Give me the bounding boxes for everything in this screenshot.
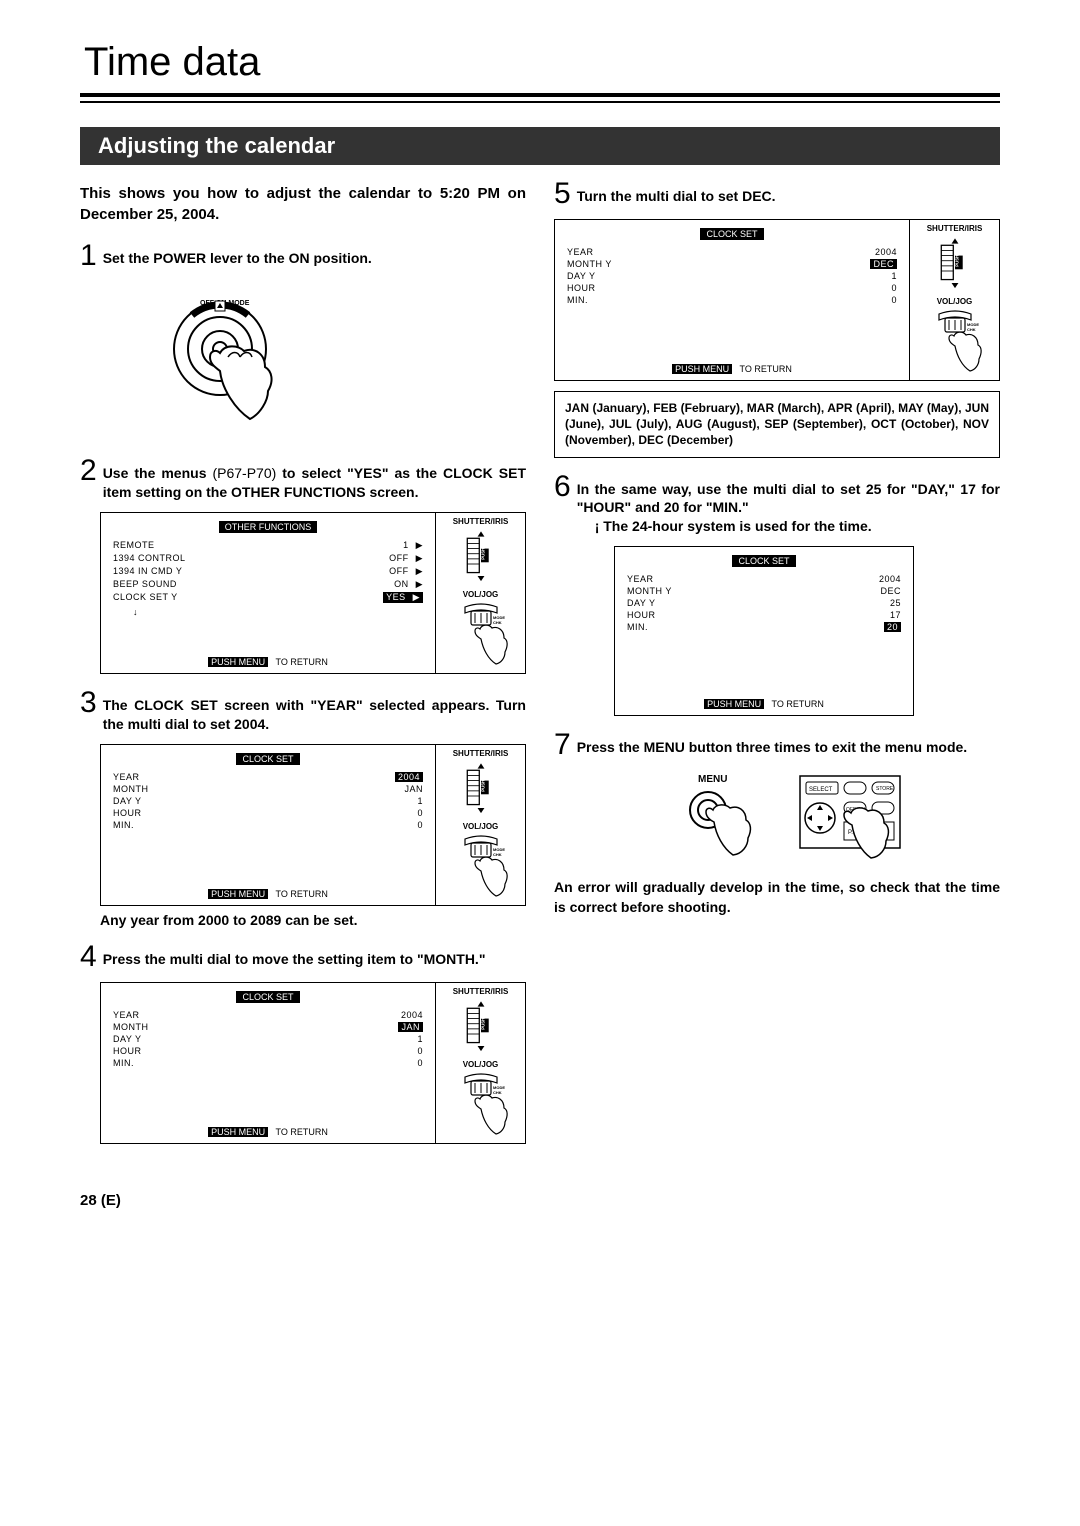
- svg-text:PUSH: PUSH: [480, 1017, 485, 1029]
- other-functions-screen-figure: OTHER FUNCTIONSREMOTE 1 ▶1394 CONTROL OF…: [100, 512, 526, 674]
- clock-set-year-figure: CLOCK SETYEAR 2004MONTH JANDAY Y 1HOUR 0…: [100, 744, 526, 906]
- svg-text:CHK: CHK: [967, 327, 976, 332]
- step-4: 4 Press the multi dial to move the setti…: [80, 946, 526, 1144]
- step-text: Press the MENU button three times to exi…: [577, 734, 1000, 757]
- time-drift-warning: An error will gradually develop in the t…: [554, 878, 1000, 917]
- step-text: Use the menus (P67-P70) to select "YES" …: [103, 460, 526, 502]
- step-number: 3: [80, 688, 97, 718]
- power-lever-illustration: OFF ON MODE: [140, 279, 340, 429]
- step-6: 6 In the same way, use the multi dial to…: [554, 476, 1000, 717]
- month-abbreviations-box: JAN (January), FEB (February), MAR (Marc…: [554, 391, 1000, 458]
- step-text: Turn the multi dial to set DEC.: [577, 183, 1000, 206]
- step-7: 7 Press the MENU button three times to e…: [554, 734, 1000, 860]
- control-panel-illustration: SELECT STORE OFF/ON P.B.DIGITAL: [796, 770, 906, 860]
- step-number: 1: [80, 241, 97, 271]
- page-number: 28 (E): [80, 1192, 1000, 1209]
- step-3: 3 The CLOCK SET screen with "YEAR" selec…: [80, 692, 526, 928]
- step-1: 1 Set the POWER lever to the ON position…: [80, 245, 526, 442]
- clock-set-dec-figure: CLOCK SETYEAR 2004MONTH Y DECDAY Y 1HOUR…: [554, 219, 1000, 381]
- svg-text:CHK: CHK: [493, 620, 502, 625]
- step-number: 4: [80, 942, 97, 972]
- step-text: Press the multi dial to move the setting…: [103, 946, 526, 969]
- title-rule: [80, 93, 1000, 103]
- step-number: 5: [554, 179, 571, 209]
- svg-text:CHK: CHK: [493, 852, 502, 857]
- step-text: In the same way, use the multi dial to s…: [577, 476, 1000, 537]
- step-text: Set the POWER lever to the ON position.: [103, 245, 526, 268]
- clock-set-min-figure: CLOCK SETYEAR 2004MONTH Y DECDAY Y 25HOU…: [614, 546, 914, 716]
- step-number: 2: [80, 456, 97, 486]
- svg-text:PUSH: PUSH: [480, 779, 485, 791]
- step-2: 2 Use the menus (P67-P70) to select "YES…: [80, 460, 526, 674]
- svg-text:PUSH: PUSH: [954, 255, 959, 267]
- svg-text:MENU: MENU: [698, 774, 727, 785]
- svg-text:SELECT: SELECT: [809, 787, 833, 793]
- step-number: 6: [554, 472, 571, 502]
- intro-text: This shows you how to adjust the calenda…: [80, 183, 526, 225]
- menu-button-illustration: MENU: [668, 770, 778, 860]
- step-text-part: Use the menus: [103, 465, 213, 481]
- svg-text:CHK: CHK: [493, 1090, 502, 1095]
- clock-set-month-figure: CLOCK SETYEAR 2004MONTH JANDAY Y 1HOUR 0…: [100, 982, 526, 1144]
- time-system-note: ¡ The 24-hour system is used for the tim…: [577, 518, 872, 534]
- step-5: 5 Turn the multi dial to set DEC. CLOCK …: [554, 183, 1000, 458]
- svg-text:STORE: STORE: [876, 786, 894, 792]
- page-title: Time data: [80, 40, 1000, 85]
- step-text-part: In the same way, use the multi dial to s…: [577, 481, 1000, 516]
- step-number: 7: [554, 730, 571, 760]
- menu-button-figure: MENU SELECT STORE OFF/ON: [574, 770, 1000, 860]
- year-range-note: Any year from 2000 to 2089 can be set.: [100, 912, 526, 928]
- page-ref: (P67-P70): [212, 465, 276, 481]
- step-text: The CLOCK SET screen with "YEAR" selecte…: [103, 692, 526, 734]
- section-header: Adjusting the calendar: [80, 127, 1000, 165]
- svg-text:PUSH: PUSH: [480, 548, 485, 560]
